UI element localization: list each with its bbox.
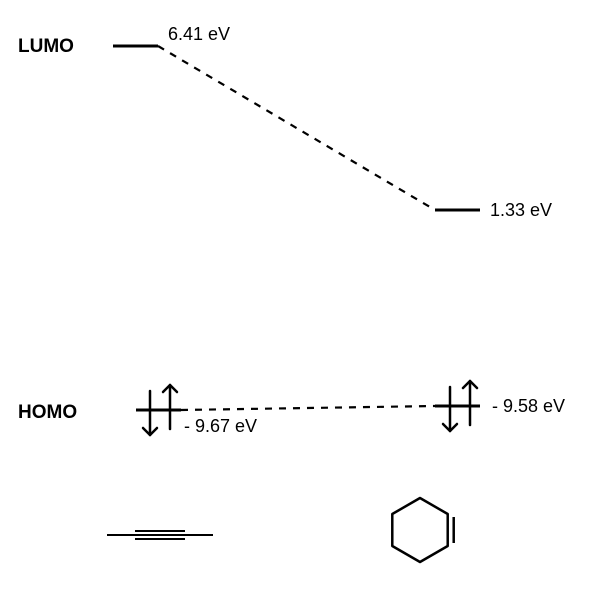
correlation-line-0 — [158, 46, 435, 210]
homo-right-value: - 9.58 eV — [492, 396, 565, 416]
electron-down-0 — [143, 391, 157, 435]
electron-up-1 — [463, 381, 477, 425]
lumo-label: LUMO — [18, 36, 74, 57]
homo-label: HOMO — [18, 402, 77, 423]
molecule-benzyne — [392, 498, 453, 562]
correlation-line-1 — [181, 406, 435, 410]
electron-up-0 — [163, 385, 177, 429]
molecule-alkyne — [107, 531, 213, 539]
electron-down-1 — [443, 387, 457, 431]
homo-left-value: - 9.67 eV — [184, 416, 257, 436]
lumo-right-value: 1.33 eV — [490, 200, 552, 220]
energy-level-diagram: LUMO HOMO 6.41 eV 1.33 eV - 9.67 eV - 9.58 eV — [0, 0, 607, 599]
lumo-left-value: 6.41 eV — [168, 24, 230, 44]
